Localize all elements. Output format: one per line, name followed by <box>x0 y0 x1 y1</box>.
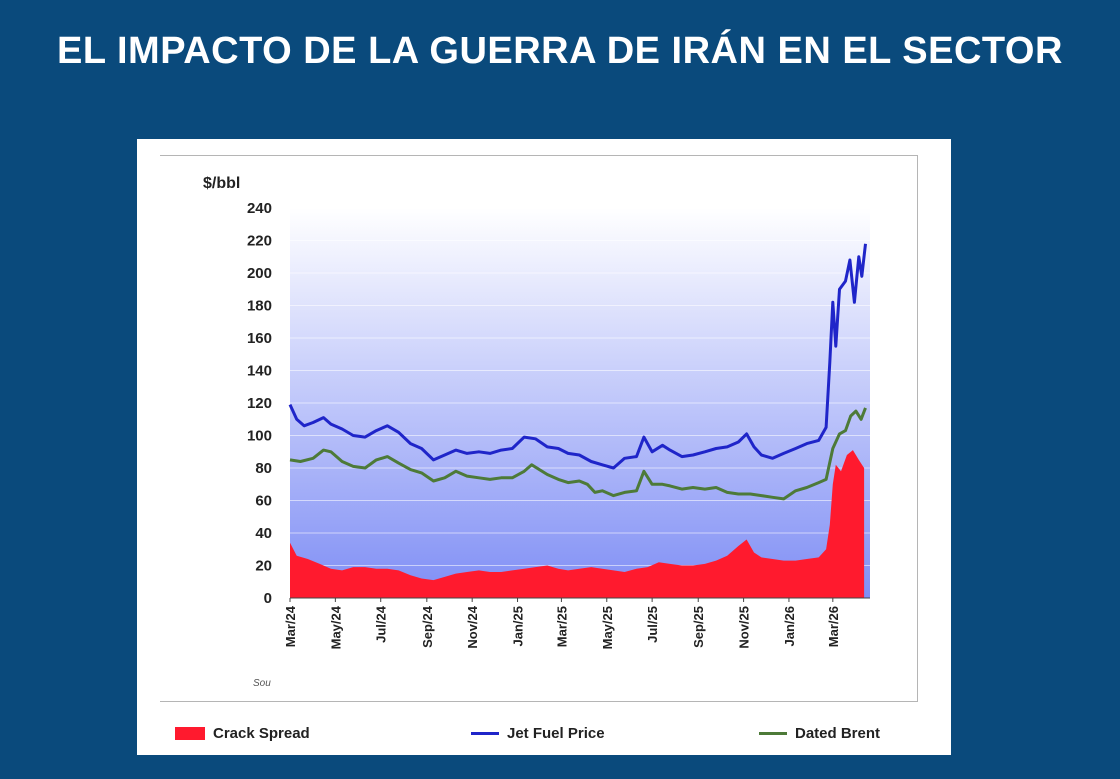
jet-fuel-line <box>288 243 867 470</box>
x-tick-label: Jul/25 <box>645 606 660 643</box>
x-tick-label: Sep/25 <box>691 606 706 648</box>
x-tick-label: Sep/24 <box>420 605 435 648</box>
legend-label-dated-brent: Dated Brent <box>795 724 881 742</box>
y-tick-label: 160 <box>247 330 272 347</box>
source-note: Sou <box>253 678 271 689</box>
y-tick-label: 60 <box>255 493 272 510</box>
x-tick-label: Mar/25 <box>554 606 569 647</box>
y-tick-label: 100 <box>247 428 272 445</box>
crack-spread-swatch <box>175 726 205 740</box>
crack-spread-area <box>290 450 865 598</box>
x-tick-label: Nov/24 <box>465 605 480 648</box>
x-tick-label: Nov/25 <box>737 606 752 649</box>
y-tick-label: 220 <box>247 233 272 250</box>
legend-label-jet-fuel: Jet Fuel Price <box>507 724 605 742</box>
dated-brent-line <box>289 407 867 501</box>
y-tick-label: 180 <box>247 298 272 315</box>
legend-item-dated-brent: Dated Brent <box>759 724 880 742</box>
legend-item-crack-spread: Crack Spread <box>175 724 310 742</box>
dated-brent-swatch <box>759 731 787 735</box>
x-tick-label: Mar/24 <box>283 605 298 647</box>
slide-title: EL IMPACTO DE LA GUERRA DE IRÁN EN EL SE… <box>57 30 1063 72</box>
y-tick-label: 40 <box>255 525 272 542</box>
x-tick-label: May/24 <box>328 605 343 649</box>
jet-fuel-swatch <box>471 731 499 735</box>
y-tick-label: 0 <box>264 590 272 607</box>
y-tick-label: 140 <box>247 363 272 380</box>
x-tick-label: Jul/24 <box>374 605 389 643</box>
x-tick-label: Jan/26 <box>782 606 797 646</box>
legend-label-crack-spread: Crack Spread <box>213 724 310 742</box>
y-tick-label: 80 <box>255 460 272 477</box>
x-tick-label: May/25 <box>600 606 615 649</box>
y-tick-label: 120 <box>247 395 272 412</box>
legend-item-jet-fuel: Jet Fuel Price <box>471 724 605 742</box>
x-tick-label: Jan/25 <box>511 606 526 646</box>
chart-frame <box>160 155 918 702</box>
y-tick-label: 20 <box>255 558 272 575</box>
y-axis-label: $/bbl <box>203 175 240 192</box>
x-tick-label: Mar/26 <box>826 606 841 647</box>
y-tick-label: 200 <box>247 265 272 282</box>
y-tick-label: 240 <box>247 200 272 217</box>
